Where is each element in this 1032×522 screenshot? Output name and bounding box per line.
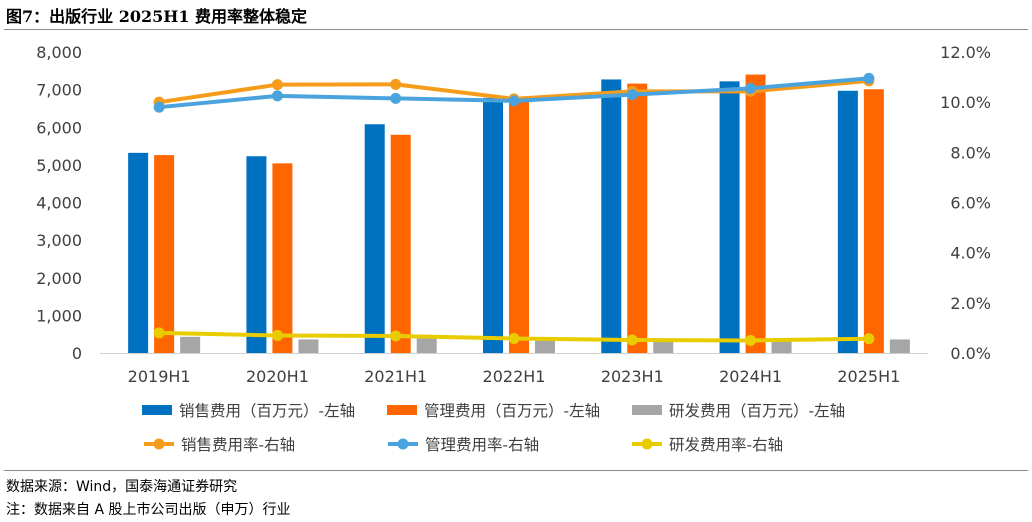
line-point-2-2019H1	[153, 101, 165, 113]
legend-label: 研发费用（百万元）-左轴	[669, 402, 845, 420]
bar-3-2019H1	[180, 336, 201, 353]
line-point-3-2021H1	[390, 330, 402, 342]
bar-1-2020H1	[246, 156, 267, 353]
line-point-2-2022H1	[508, 95, 520, 107]
footnote: 注：数据来自 A 股上市公司出版（申万）行业	[6, 502, 291, 518]
legend-label: 研发费用率-右轴	[669, 436, 783, 454]
legend-label: 管理费用率-右轴	[425, 436, 539, 454]
line-point-2-2023H1	[626, 89, 638, 101]
y-right-tick-label: 6.0%	[950, 194, 991, 213]
top-rule	[4, 29, 1028, 30]
line-point-2-2025H1	[863, 72, 875, 84]
y-left-tick-label: 0	[72, 344, 82, 363]
bar-2-2020H1	[272, 163, 293, 353]
bar-3-2024H1	[771, 341, 792, 353]
x-tick-label: 2025H1	[837, 367, 900, 386]
bar-3-2023H1	[653, 341, 674, 353]
bar-2-2021H1	[390, 134, 411, 353]
x-tick-label: 2022H1	[483, 367, 546, 386]
line-point-3-2023H1	[626, 334, 638, 346]
bar-2-2023H1	[627, 83, 648, 354]
bar-1-2025H1	[837, 90, 858, 353]
y-left-tick-label: 5,000	[36, 156, 82, 175]
y-right-tick-label: 4.0%	[950, 244, 991, 263]
y-right-tick-label: 2.0%	[950, 294, 991, 313]
y-right-tick-label: 0.0%	[950, 344, 991, 363]
line-point-2-2020H1	[271, 90, 283, 102]
line-point-3-2024H1	[745, 334, 757, 346]
bar-1-2021H1	[364, 124, 385, 354]
bar-line-chart: 0 1,000 2,000 3,000 4,000 5,000 6,000 7,000 8,00…	[36, 43, 991, 454]
y-right-tick-label: 8.0%	[950, 143, 991, 162]
x-tick-label: 2023H1	[601, 367, 664, 386]
bar-1-2023H1	[601, 79, 622, 353]
bar-3-2022H1	[535, 340, 555, 353]
line-point-1-2020H1	[271, 79, 283, 91]
legend-label: 销售费用率-右轴	[181, 436, 295, 454]
legend-swatch-marker-1	[153, 438, 165, 450]
legend-swatch-marker-3	[641, 438, 653, 450]
legend-swatch-bar-1	[142, 405, 172, 415]
legend-swatch-bar-3	[632, 405, 662, 415]
chart-frame: 0 1,000 2,000 3,000 4,000 5,000 6,000 7,000 8,00…	[4, 30, 1028, 470]
y-left-tick-label: 1,000	[36, 306, 82, 325]
legend-label: 销售费用（百万元）-左轴	[179, 402, 355, 420]
figure-title: 图7：出版行业 2025H1 费用率整体稳定	[6, 7, 308, 26]
bar-1-2022H1	[483, 97, 503, 353]
line-point-3-2020H1	[271, 329, 283, 341]
line-point-3-2025H1	[863, 333, 875, 345]
y-left-tick-label: 4,000	[36, 194, 82, 213]
bar-1-2024H1	[719, 81, 740, 353]
bar-2-2022H1	[509, 97, 529, 354]
bar-1-2019H1	[128, 152, 149, 353]
line-point-3-2019H1	[153, 327, 165, 339]
x-tick-label: 2021H1	[364, 367, 427, 386]
y-right-tick-label: 12.0%	[940, 43, 991, 62]
y-left-tick-label: 6,000	[36, 118, 82, 137]
line-point-2-2024H1	[745, 82, 757, 94]
legend-swatch-marker-2	[397, 438, 409, 450]
data-source: 数据来源：Wind，国泰海通证券研究	[6, 479, 238, 495]
x-tick-label: 2020H1	[246, 367, 309, 386]
x-tick-label: 2019H1	[128, 367, 191, 386]
bar-2-2025H1	[863, 89, 884, 353]
y-left-tick-label: 2,000	[36, 269, 82, 288]
bar-2-2019H1	[154, 155, 175, 353]
y-left-tick-label: 3,000	[36, 231, 82, 250]
bar-2-2024H1	[745, 74, 766, 353]
line-point-1-2021H1	[390, 78, 402, 90]
bar-3-2025H1	[889, 339, 910, 353]
line-point-2-2021H1	[390, 92, 402, 104]
bottom-rule	[4, 470, 1028, 471]
y-right-tick-label: 10.0%	[940, 93, 991, 112]
legend-swatch-bar-2	[387, 405, 417, 415]
y-left-tick-label: 8,000	[36, 43, 82, 62]
line-point-3-2022H1	[508, 332, 520, 344]
bar-3-2021H1	[416, 337, 437, 353]
x-tick-label: 2024H1	[719, 367, 782, 386]
y-left-tick-label: 7,000	[36, 81, 82, 100]
bar-3-2020H1	[298, 339, 319, 353]
legend-label: 管理费用（百万元）-左轴	[424, 402, 600, 420]
